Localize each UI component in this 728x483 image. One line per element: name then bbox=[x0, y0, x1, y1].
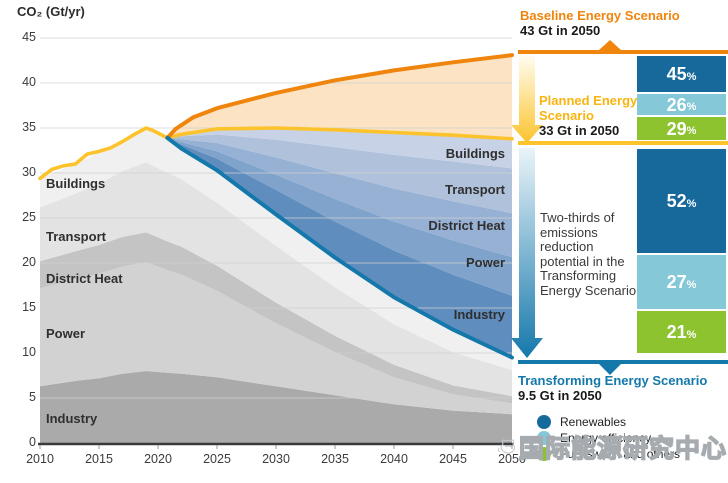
transforming-scenario-title: Transforming Energy Scenario bbox=[518, 373, 708, 388]
legend-item-energy-efficiency: Energy efficiency bbox=[537, 430, 680, 446]
legend-label: Renewables bbox=[560, 415, 627, 429]
baseline-pointer-icon bbox=[599, 40, 621, 50]
x-tick-label-2010: 2010 bbox=[26, 452, 54, 466]
legend-label: Energy efficiency bbox=[560, 431, 652, 445]
planned-scenario-value: 33 Gt in 2050 bbox=[539, 123, 620, 138]
baseline-scenario-value: 43 Gt in 2050 bbox=[520, 23, 601, 38]
y-tick-label-10: 10 bbox=[22, 345, 36, 359]
mitigation-pct-value: 21 bbox=[666, 322, 687, 342]
transforming-mitigation-bars: 52% 27% 21% bbox=[637, 149, 726, 353]
legend-item-renewables: Renewables bbox=[537, 414, 680, 430]
mitigation-pct-value: 52 bbox=[666, 191, 687, 211]
sector-label-left-industry: Industry bbox=[46, 411, 98, 426]
mitigation-pct-value: 26 bbox=[666, 94, 687, 115]
planned-scenario-title: Planned Energy Scenario bbox=[539, 93, 638, 123]
sector-label-right-power: Power bbox=[465, 255, 505, 270]
transforming-scenario-header: Transforming Energy Scenario 9.5 Gt in 2… bbox=[518, 373, 707, 403]
transforming-pointer-icon bbox=[599, 364, 621, 375]
planned-scenario-header: Planned Energy Scenario 33 Gt in 2050 bbox=[539, 93, 651, 138]
percent-sign: % bbox=[686, 101, 697, 113]
transforming-scenario-value: 9.5 Gt in 2050 bbox=[518, 388, 602, 403]
y-tick-label-20: 20 bbox=[22, 255, 36, 269]
sector-label-left-district-heat: District Heat bbox=[46, 271, 123, 286]
x-tick-label-2025: 2025 bbox=[203, 452, 231, 466]
y-tick-label-35: 35 bbox=[22, 120, 36, 134]
y-tick-label-25: 25 bbox=[22, 210, 36, 224]
x-tick-label-2035: 2035 bbox=[321, 452, 349, 466]
legend-dot-icon bbox=[537, 431, 551, 445]
x-tick-label-2020: 2020 bbox=[144, 452, 172, 466]
sector-label-right-district-heat: District Heat bbox=[428, 218, 505, 233]
mitigation-bar-renewables: 52% bbox=[637, 149, 726, 253]
x-tick-label-2040: 2040 bbox=[380, 452, 408, 466]
percent-sign: % bbox=[686, 328, 697, 341]
mitigation-bar-energy-efficiency: 26% bbox=[637, 94, 726, 115]
y-axis-title: CO₂ (Gt/yr) bbox=[17, 4, 85, 19]
mitigation-bar-renewables: 45% bbox=[637, 56, 726, 92]
baseline-scenario-header: Baseline Energy Scenario 43 Gt in 2050 bbox=[520, 8, 680, 38]
baseline-scenario-title: Baseline Energy Scenario bbox=[520, 8, 680, 23]
y-tick-label-40: 40 bbox=[22, 75, 36, 89]
mitigation-pct-value: 27 bbox=[666, 272, 687, 292]
mitigation-bar-fuel-switch-and-others: 21% bbox=[637, 311, 726, 353]
planned-level-rule bbox=[518, 141, 728, 145]
mitigation-pct-value: 45 bbox=[666, 64, 687, 84]
x-tick-label-2015: 2015 bbox=[85, 452, 113, 466]
mitigation-bar-fuel-switch-and-others: 29% bbox=[637, 117, 726, 140]
mitigation-bar-energy-efficiency: 27% bbox=[637, 255, 726, 309]
y-tick-label-5: 5 bbox=[29, 390, 36, 404]
sector-label-left-power: Power bbox=[46, 326, 86, 341]
y-tick-label-30: 30 bbox=[22, 165, 36, 179]
y-tick-label-0: 0 bbox=[29, 435, 36, 449]
sector-label-right-industry: Industry bbox=[453, 307, 505, 322]
x-tick-label-2045: 2045 bbox=[439, 452, 467, 466]
legend-item-fuel-switch-and-others: Fuel switch and others bbox=[537, 446, 680, 462]
percent-sign: % bbox=[686, 278, 697, 291]
percent-sign: % bbox=[686, 197, 697, 210]
sector-label-right-transport: Transport bbox=[445, 182, 505, 197]
baseline-level-rule bbox=[518, 40, 728, 54]
sector-label-left-transport: Transport bbox=[46, 229, 106, 244]
percent-sign: % bbox=[686, 70, 697, 83]
planned-mitigation-bars: 45% 26% 29% bbox=[637, 56, 726, 140]
percent-sign: % bbox=[686, 125, 697, 137]
two-thirds-note: Two-thirds of emissions reduction potent… bbox=[540, 210, 637, 298]
legend-label: Fuel switch and others bbox=[560, 447, 681, 461]
legend-dot-icon bbox=[537, 415, 551, 429]
mitigation-pct-value: 29 bbox=[666, 118, 687, 139]
sector-label-left-buildings: Buildings bbox=[46, 176, 106, 191]
y-tick-label-45: 45 bbox=[22, 30, 36, 44]
sector-label-right-buildings: Buildings bbox=[445, 146, 505, 161]
transforming-level-rule bbox=[518, 360, 728, 375]
x-tick-label-2050: 2050 bbox=[498, 452, 526, 466]
y-tick-label-15: 15 bbox=[22, 300, 36, 314]
legend-dot-icon bbox=[537, 447, 551, 461]
x-tick-label-2030: 2030 bbox=[262, 452, 290, 466]
mitigation-legend: Renewables Energy efficiency Fuel switch a… bbox=[537, 414, 680, 462]
